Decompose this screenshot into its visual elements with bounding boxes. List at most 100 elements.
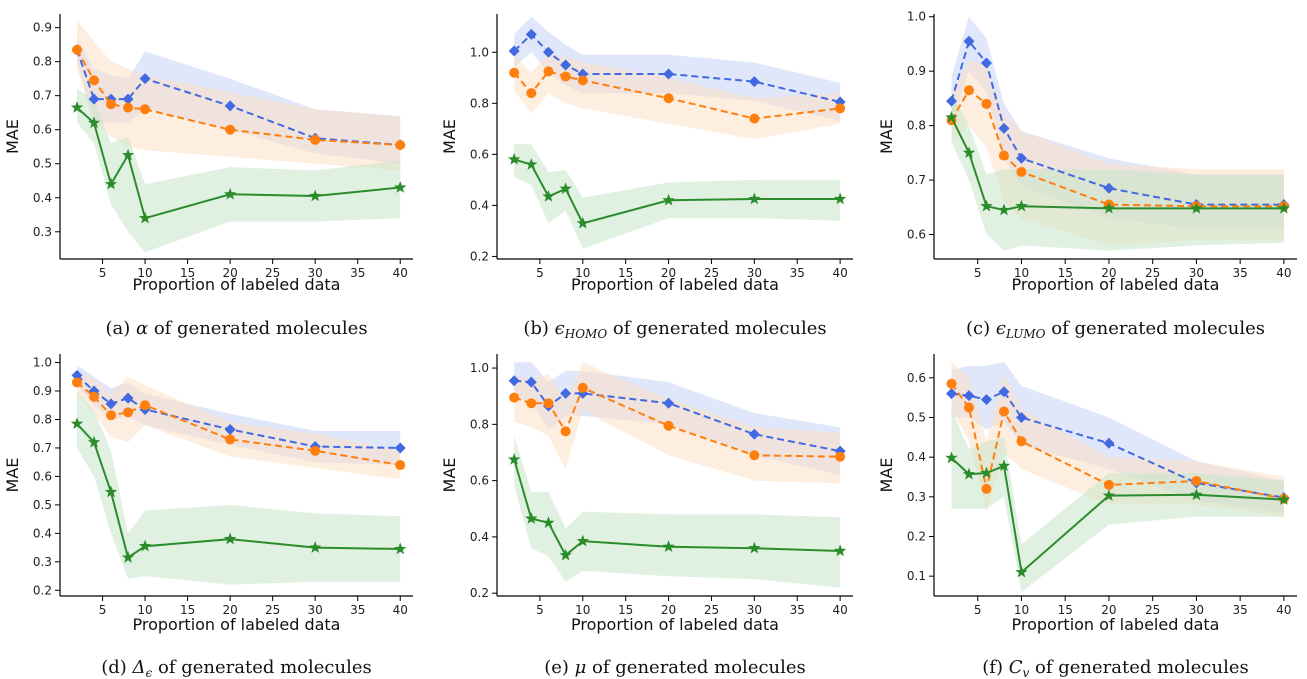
point-blue (980, 394, 992, 406)
point-orange (140, 104, 151, 115)
band-green (514, 144, 841, 249)
point-green (962, 146, 976, 159)
x-tick-label: 25 (265, 266, 280, 280)
x-tick-label: 5 (536, 266, 544, 280)
panel-caption: (c) ϵLUMO of generated molecules (966, 318, 1265, 341)
y-tick-label: 0.6 (907, 228, 926, 242)
x-tick-label: 20 (1101, 603, 1116, 617)
point-orange (140, 400, 151, 411)
point-orange (946, 378, 957, 389)
point-orange (749, 450, 760, 461)
point-green (542, 516, 555, 529)
point-orange (225, 124, 236, 135)
point-orange (835, 451, 846, 462)
point-orange (509, 392, 520, 403)
x-tick-label: 30 (747, 266, 762, 280)
point-green (138, 539, 152, 552)
point-orange (72, 377, 83, 388)
point-orange (998, 406, 1009, 417)
y-tick-label: 0.8 (470, 96, 489, 110)
point-orange (310, 445, 321, 456)
point-green (223, 532, 237, 545)
point-green (1102, 489, 1116, 501)
y-tick-label: 0.2 (470, 586, 489, 600)
point-blue (71, 369, 83, 381)
x-tick-label: 10 (1014, 266, 1029, 280)
point-orange (72, 44, 83, 55)
point-blue (663, 397, 675, 409)
point-green (223, 187, 237, 200)
series-line-blue (951, 390, 1285, 499)
point-green (542, 189, 555, 202)
point-green (748, 192, 761, 205)
point-blue (998, 122, 1010, 134)
x-axis-label: Proportion of labeled data (1012, 615, 1220, 634)
point-blue (560, 59, 572, 71)
band-blue (514, 16, 841, 122)
x-tick-label: 35 (790, 603, 805, 617)
y-tick-label: 0.6 (470, 474, 489, 488)
point-blue (963, 390, 975, 402)
x-tick-label: 5 (974, 603, 982, 617)
x-tick-label: 35 (350, 603, 365, 617)
point-orange (89, 75, 100, 86)
panel-caption: (f) Cv of generated molecules (982, 657, 1248, 679)
x-tick-label: 10 (575, 603, 590, 617)
x-tick-label: 5 (974, 266, 982, 280)
point-green (1190, 488, 1203, 501)
point-blue (224, 423, 236, 435)
point-green (121, 551, 135, 563)
series-line-green (950, 116, 1284, 212)
point-green (525, 512, 538, 524)
point-orange (106, 410, 117, 421)
point-green (87, 435, 101, 448)
x-tick-label: 10 (575, 266, 590, 280)
point-green (997, 203, 1011, 216)
point-blue (394, 442, 406, 454)
series-line-orange (513, 386, 841, 458)
x-tick-label: 35 (790, 266, 805, 280)
x-tick-label: 15 (618, 603, 633, 617)
y-tick-label: 0.4 (33, 526, 52, 540)
x-tick-label: 20 (222, 603, 237, 617)
point-orange (1016, 436, 1027, 447)
x-tick-label: 20 (222, 266, 237, 280)
y-axis-label: MAE (440, 458, 459, 493)
x-tick-label: 30 (1189, 603, 1204, 617)
point-blue (525, 376, 537, 388)
point-blue (1103, 182, 1115, 194)
point-blue (508, 45, 520, 57)
point-blue (105, 398, 117, 410)
point-green (833, 192, 847, 205)
x-tick-label: 15 (180, 603, 195, 617)
point-blue (748, 76, 760, 88)
y-tick-label: 0.6 (470, 147, 489, 161)
point-blue (663, 68, 675, 80)
point-orange (835, 103, 846, 114)
panel-b: 5 10 15 20 25 30 35 40 0.2 0.4 0.6 0.8 1.0 Proportion… (440, 14, 853, 341)
y-tick-label: 0.6 (33, 123, 52, 137)
point-orange (749, 113, 760, 124)
point-green (748, 541, 761, 554)
band-green (77, 88, 401, 253)
y-tick-label: 1.0 (907, 10, 926, 24)
point-orange (963, 85, 974, 96)
y-tick-label: 0.6 (907, 371, 926, 385)
x-tick-label: 25 (265, 603, 280, 617)
y-tick-label: 0.5 (33, 157, 52, 171)
x-tick-label: 20 (661, 603, 676, 617)
point-green (138, 211, 152, 224)
point-orange (1103, 479, 1114, 490)
point-orange (981, 483, 992, 494)
y-axis-label: MAE (877, 458, 896, 493)
series-line-blue (514, 379, 841, 453)
x-tick-label: 25 (704, 603, 719, 617)
point-orange (225, 434, 236, 445)
point-green (87, 116, 101, 129)
series-line-green (513, 158, 841, 225)
point-green (1277, 493, 1291, 505)
point-green (559, 182, 572, 195)
x-tick-label: 40 (1276, 603, 1291, 617)
point-blue (224, 100, 236, 112)
panel-d: 5 10 15 20 25 30 35 40 0.2 0.3 0.4 0.5 0.6 0.7 0.8 0.9 1… (3, 354, 413, 679)
